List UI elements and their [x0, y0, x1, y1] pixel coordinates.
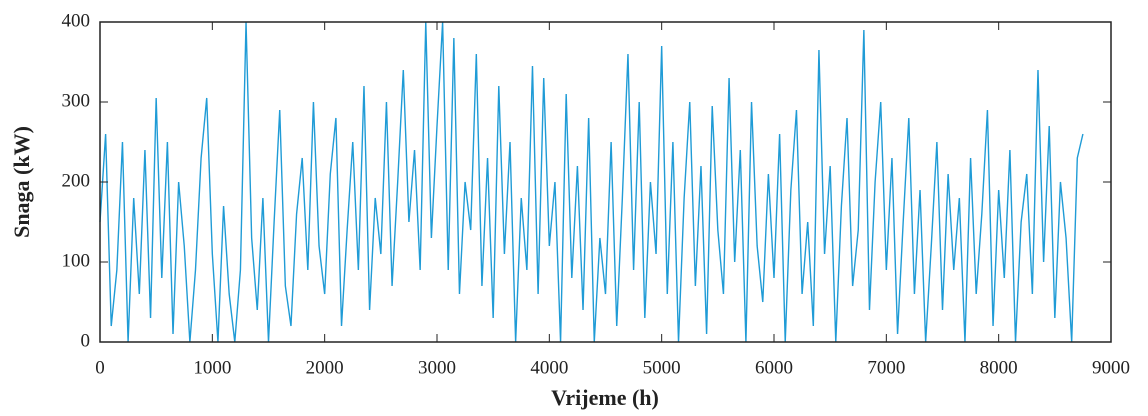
y-tick-label: 0 [81, 330, 91, 351]
data-line [99, 21, 1084, 343]
y-tick-label: 100 [62, 250, 91, 271]
x-tick-label: 7000 [867, 357, 905, 378]
x-tick-label: 4000 [530, 357, 568, 378]
x-axis-label: Vrijeme (h) [551, 385, 659, 410]
y-axis-label: Snaga (kW) [9, 126, 34, 238]
y-tick-label: 400 [62, 10, 91, 31]
x-tick-label: 1000 [193, 357, 231, 378]
x-tick-label: 9000 [1092, 357, 1130, 378]
x-tick-label: 8000 [980, 357, 1018, 378]
y-tick-label: 300 [62, 90, 91, 111]
y-tick-label: 200 [62, 170, 91, 191]
x-tick-label: 6000 [755, 357, 793, 378]
x-tick-label: 5000 [643, 357, 681, 378]
x-tick-label: 3000 [418, 357, 456, 378]
x-tick-label: 0 [95, 357, 105, 378]
x-tick-label: 2000 [306, 357, 344, 378]
